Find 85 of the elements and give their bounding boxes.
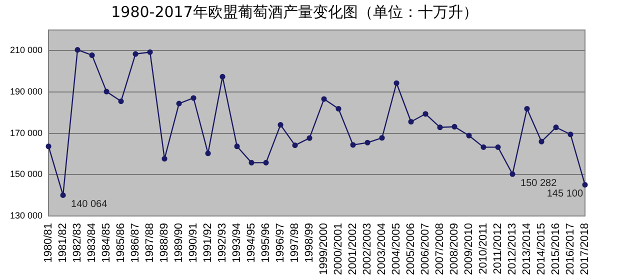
- x-tick-label: 1989/90: [173, 223, 186, 263]
- x-tick-label: 2017/2018: [579, 223, 592, 275]
- x-tick-label: 1980/81: [42, 223, 55, 263]
- x-tick-label: 1982/83: [72, 223, 84, 263]
- y-tick-label: 190 000: [10, 86, 43, 96]
- point: [162, 156, 168, 162]
- data-label: 140 064: [71, 198, 108, 210]
- point: [147, 49, 153, 55]
- point: [510, 171, 516, 177]
- point: [553, 124, 559, 130]
- x-tick-label: 1985/86: [115, 223, 128, 263]
- x-tick-label: 2008/2009: [448, 223, 461, 275]
- x-tick-label: 1984/85: [100, 223, 113, 263]
- point: [582, 182, 588, 188]
- point: [466, 132, 472, 138]
- x-tick-label: 1991/92: [202, 223, 214, 263]
- x-tick-label: 2013/2014: [521, 223, 534, 275]
- x-tick-label: 2000/2001: [332, 223, 345, 275]
- point: [394, 80, 400, 86]
- x-tick-label: 1995/96: [260, 223, 272, 263]
- point: [452, 124, 458, 130]
- point: [46, 144, 52, 150]
- x-tick-label: 1997/98: [289, 223, 302, 263]
- point: [292, 142, 298, 148]
- point: [234, 144, 240, 150]
- x-tick-label: 2016/2017: [564, 223, 577, 275]
- y-tick-label: 150 000: [10, 169, 43, 180]
- point: [422, 111, 428, 117]
- data-label: 145 100: [546, 188, 584, 200]
- x-tick-label: 2014/2015: [536, 223, 548, 275]
- point: [278, 122, 284, 128]
- x-tick-label: 2003/2004: [376, 223, 388, 275]
- point: [437, 124, 443, 130]
- x-tick-label: 1988/89: [158, 223, 171, 263]
- x-tick-label: 1981/82: [57, 223, 70, 263]
- x-tick-label: 1996/97: [274, 223, 287, 263]
- point: [74, 47, 80, 53]
- point: [132, 51, 138, 57]
- x-tick-label: 2010/2011: [478, 223, 490, 274]
- x-tick-label: 1998/99: [304, 223, 316, 263]
- point: [321, 96, 327, 102]
- y-tick-label: 210 000: [10, 45, 43, 56]
- x-tick-label: 2005/2006: [405, 223, 418, 275]
- point: [104, 88, 110, 94]
- point: [60, 192, 66, 198]
- point: [524, 106, 530, 112]
- point: [538, 138, 544, 144]
- x-tick-label: 2001/2002: [347, 223, 360, 275]
- x-tick-label: 1994/95: [246, 223, 258, 263]
- x-tick-label: 2011/2012: [492, 223, 504, 274]
- x-tick-label: 2004/2005: [390, 223, 403, 275]
- data-label: 150 282: [520, 178, 558, 189]
- point: [408, 118, 414, 125]
- point: [118, 98, 124, 104]
- point: [263, 160, 269, 166]
- point: [350, 142, 356, 148]
- point: [176, 100, 182, 106]
- x-tick-label: 1986/87: [130, 223, 142, 263]
- point: [379, 135, 385, 141]
- point: [336, 106, 342, 112]
- x-tick-label: 1993/94: [231, 223, 244, 263]
- x-tick-label: 1987/88: [144, 223, 156, 263]
- point: [568, 132, 574, 138]
- point: [495, 144, 501, 150]
- x-tick-label: 2015/2016: [550, 223, 562, 275]
- y-tick-label: 130 000: [10, 210, 43, 220]
- point: [248, 160, 254, 166]
- y-tick-label: 170 000: [10, 128, 43, 138]
- point: [190, 95, 196, 101]
- point: [364, 140, 370, 146]
- x-tick-label: 1992/93: [216, 223, 229, 263]
- point: [480, 144, 486, 150]
- point: [89, 52, 95, 58]
- x-tick-label: 2006/2007: [420, 223, 432, 275]
- x-tick-label: 1999/2000: [318, 223, 330, 275]
- x-tick-label: 2009/2010: [463, 223, 476, 275]
- point: [306, 135, 312, 141]
- x-tick-label: 2012/2013: [506, 223, 519, 275]
- chart-title: 1980-2017年欧盟葡萄酒产量变化图（单位：十万升）: [111, 2, 478, 21]
- x-tick-label: 1983/84: [86, 223, 98, 263]
- x-tick-label: 2007/2008: [434, 223, 446, 275]
- point: [220, 74, 226, 80]
- x-tick-label: 1990/91: [188, 223, 200, 263]
- point: [205, 150, 211, 156]
- x-tick-label: 2002/2003: [362, 223, 374, 275]
